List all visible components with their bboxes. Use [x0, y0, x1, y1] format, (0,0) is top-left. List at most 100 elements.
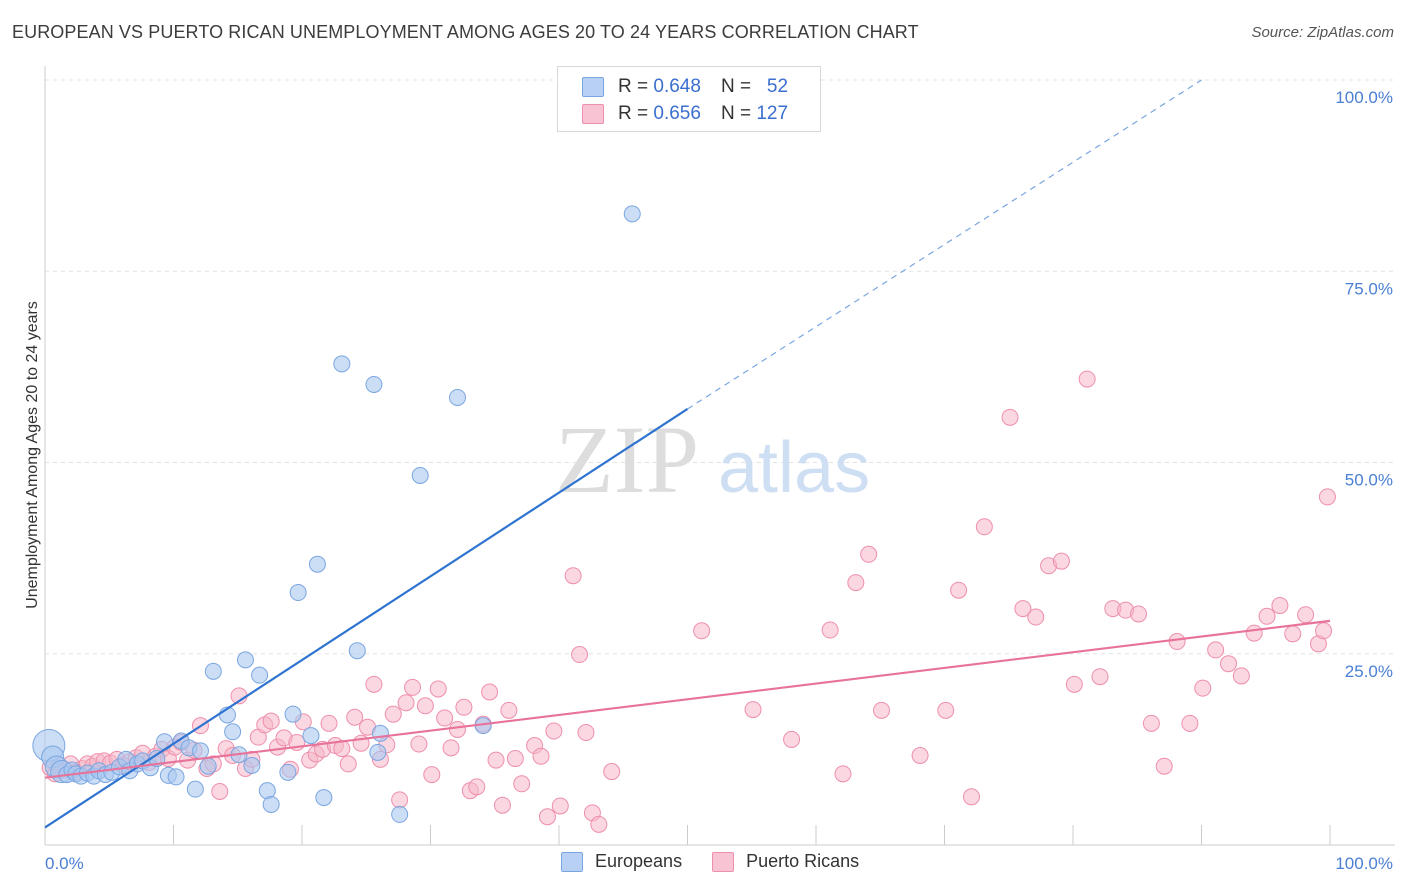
puerto-ricans-point — [860, 545, 878, 563]
puerto-ricans-point — [950, 581, 968, 599]
puerto-ricans-point — [1318, 488, 1336, 506]
puerto-ricans-point — [1065, 675, 1083, 693]
europeans-point — [262, 795, 280, 813]
puerto-ricans-point — [416, 697, 434, 715]
puerto-ricans-point — [603, 763, 621, 781]
puerto-ricans-point — [538, 808, 556, 826]
legend-row-europeans: R = 0.648 N = 52 — [582, 75, 788, 99]
series-legend: Europeans Puerto Ricans — [561, 851, 889, 872]
legend-row-puerto-ricans: R = 0.656 N = 127 — [582, 102, 788, 126]
europeans-point — [279, 763, 297, 781]
grid-lines — [45, 79, 1395, 655]
europeans-point — [191, 742, 209, 760]
europeans-point — [243, 756, 261, 774]
puerto-ricans-point — [821, 621, 839, 639]
puerto-ricans-point — [442, 739, 460, 757]
puerto-ricans-point — [493, 796, 511, 814]
source-label: Source: ZipAtlas.com — [1251, 24, 1394, 41]
watermark-zip: ZIP — [555, 406, 699, 513]
x-tick-label: 100.0% — [1335, 854, 1393, 873]
y-tick-label: 50.0% — [1345, 471, 1393, 490]
puerto-ricans-point — [975, 518, 993, 536]
puerto-ricans-point — [1284, 625, 1302, 643]
puerto-ricans-point — [1194, 679, 1212, 697]
r-label: R = — [618, 103, 649, 124]
r-value: 0.648 — [653, 76, 701, 97]
puerto-ricans-point — [384, 705, 402, 723]
europeans-point — [369, 743, 387, 761]
puerto-ricans-point — [577, 724, 595, 742]
europeans-point — [308, 555, 326, 573]
europeans-trend-extension — [687, 79, 1202, 410]
puerto-ricans-point — [211, 782, 229, 800]
puerto-ricans-point — [436, 709, 454, 727]
puerto-ricans-point — [1052, 552, 1070, 570]
legend-item-europeans: Europeans — [561, 851, 682, 872]
puerto-ricans-point — [1315, 622, 1333, 640]
puerto-ricans-point — [1181, 714, 1199, 732]
tick-labels: 25.0% 50.0% 75.0% 100.0% 0.0% 100.0% — [45, 88, 1393, 873]
puerto-ricans-point — [1091, 668, 1109, 686]
puerto-ricans-swatch — [712, 851, 735, 872]
europeans-point — [289, 584, 307, 602]
correlation-legend: R = 0.648 N = 52 R = 0.656 N = 127 — [557, 66, 821, 132]
puerto-ricans-point — [506, 750, 524, 768]
puerto-ricans-point — [783, 730, 801, 748]
puerto-ricans-point — [391, 791, 409, 809]
europeans-point — [391, 805, 409, 823]
europeans-point — [224, 723, 242, 741]
puerto-ricans-point — [1001, 408, 1019, 426]
europeans-point — [284, 705, 302, 723]
europeans-swatch — [582, 77, 604, 97]
europeans-point — [186, 780, 204, 798]
puerto-ricans-point — [1271, 597, 1289, 615]
puerto-ricans-point — [410, 735, 428, 753]
puerto-ricans-point — [834, 765, 852, 783]
europeans-point — [365, 375, 383, 393]
puerto-ricans-point — [1207, 641, 1225, 659]
puerto-ricans-point — [1245, 624, 1263, 642]
puerto-ricans-point — [500, 701, 518, 719]
puerto-ricans-point — [873, 701, 891, 719]
chart-title: EUROPEAN VS PUERTO RICAN UNEMPLOYMENT AM… — [12, 22, 919, 42]
puerto-ricans-point — [1078, 370, 1096, 388]
europeans-point — [315, 789, 333, 807]
puerto-ricans-point — [571, 646, 589, 664]
n-label: N = — [720, 76, 752, 97]
puerto-ricans-point — [911, 746, 929, 764]
europeans-swatch — [561, 851, 583, 872]
puerto-ricans-point — [468, 778, 486, 796]
europeans-point — [448, 388, 466, 406]
legend-label: Europeans — [595, 851, 683, 871]
europeans-point — [236, 651, 254, 669]
europeans-point — [348, 642, 366, 660]
r-label: R = — [618, 76, 649, 97]
watermark-atlas: atlas — [718, 428, 870, 508]
x-tick-label: 0.0% — [45, 854, 84, 873]
puerto-ricans-point — [513, 775, 531, 793]
puerto-ricans-point — [962, 788, 980, 806]
puerto-ricans-point — [1142, 714, 1160, 732]
puerto-ricans-point — [346, 708, 364, 726]
puerto-ricans-point — [693, 622, 711, 640]
europeans-points — [32, 205, 641, 823]
puerto-ricans-point — [1232, 667, 1250, 685]
n-value: 52 — [766, 76, 789, 97]
y-tick-label: 75.0% — [1345, 279, 1393, 298]
puerto-ricans-point — [1297, 606, 1315, 624]
puerto-ricans-point — [937, 701, 955, 719]
europeans-point — [333, 355, 351, 373]
puerto-ricans-point — [423, 766, 441, 784]
puerto-ricans-point — [532, 747, 550, 765]
puerto-ricans-point — [397, 694, 415, 712]
y-axis-label: Unemployment Among Ages 20 to 24 years — [24, 301, 41, 609]
puerto-ricans-point — [1027, 608, 1045, 626]
n-label: N = — [720, 103, 752, 124]
europeans-point — [199, 757, 217, 775]
puerto-ricans-point — [744, 701, 762, 719]
puerto-ricans-point — [481, 683, 499, 701]
puerto-ricans-point — [365, 675, 383, 693]
puerto-ricans-point — [590, 815, 608, 833]
puerto-ricans-point — [1168, 633, 1186, 651]
